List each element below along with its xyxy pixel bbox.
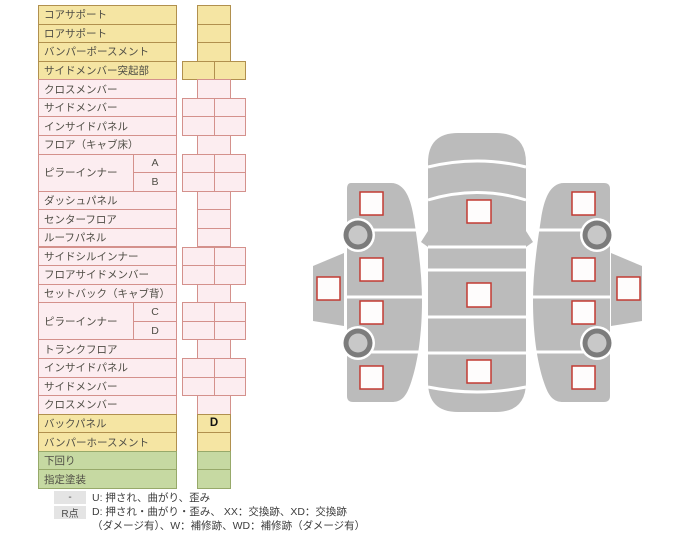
- damage-marker[interactable]: [571, 257, 596, 282]
- damage-marker[interactable]: [571, 191, 596, 216]
- legend-key-rpoint: R点: [54, 506, 86, 520]
- status-cell[interactable]: [182, 302, 215, 322]
- damage-marker[interactable]: [571, 365, 596, 390]
- status-cell[interactable]: [197, 5, 231, 25]
- part-label-cell: トランクフロア: [38, 339, 177, 359]
- top-body: [428, 133, 526, 412]
- wheel-icon: [580, 326, 614, 360]
- part-label-cell: バンパーポースメント: [38, 42, 177, 62]
- part-label-cell: ルーフパネル: [38, 227, 177, 248]
- status-cell[interactable]: [214, 116, 246, 137]
- vehicle-right-side-view: [533, 183, 642, 402]
- part-label-cell: 下回り: [38, 450, 177, 471]
- wheel-icon: [341, 326, 375, 360]
- status-cell[interactable]: [197, 23, 231, 44]
- part-label-cell: サイドメンバー: [38, 97, 177, 118]
- damage-marker[interactable]: [316, 276, 341, 301]
- part-label-cell: センターフロア: [38, 209, 177, 229]
- status-cell[interactable]: [214, 97, 246, 118]
- status-cell[interactable]: [197, 450, 231, 471]
- damage-marker[interactable]: [571, 300, 596, 325]
- damage-marker[interactable]: [359, 257, 384, 282]
- status-cell[interactable]: [182, 357, 215, 378]
- status-cell[interactable]: [197, 227, 231, 248]
- part-label-cell: サイドシルインナー: [38, 246, 177, 267]
- status-cell[interactable]: [214, 376, 246, 397]
- part-label-cell: バンパーホースメント: [38, 432, 177, 452]
- status-cell[interactable]: [197, 339, 231, 359]
- part-label-cell: サイドメンバー: [38, 376, 177, 397]
- vehicle-left-side-view: [313, 183, 422, 402]
- part-label-cell: クロスメンバー: [38, 79, 177, 99]
- status-cell[interactable]: [197, 395, 231, 415]
- part-label-cell: インサイドパネル: [38, 357, 177, 378]
- part-sub-cell: C: [133, 302, 177, 322]
- status-cell[interactable]: [182, 116, 215, 137]
- part-label-cell: ピラーインナー: [38, 153, 134, 192]
- part-label-cell: バックパネル: [38, 413, 177, 434]
- status-cell[interactable]: [182, 265, 215, 285]
- legend-line-d2: （ダメージ有）、W：補修跡、WD：補修跡（ダメージ有）: [92, 520, 366, 532]
- status-cell[interactable]: [197, 190, 231, 211]
- status-cell[interactable]: [182, 320, 215, 341]
- status-cell[interactable]: [197, 283, 231, 304]
- damage-marker[interactable]: [466, 359, 492, 384]
- status-cell[interactable]: [214, 246, 246, 267]
- part-label-cell: コアサポート: [38, 5, 177, 25]
- part-label-cell: フロア（キャブ床）: [38, 135, 177, 155]
- status-cell[interactable]: [182, 97, 215, 118]
- status-cell[interactable]: [182, 172, 215, 192]
- status-cell[interactable]: [182, 376, 215, 397]
- part-label-cell: ダッシュパネル: [38, 190, 177, 211]
- part-label-cell: ロアサポート: [38, 23, 177, 44]
- right-mirror: [526, 231, 533, 247]
- damage-marker[interactable]: [359, 191, 384, 216]
- wheel-icon: [341, 218, 375, 252]
- damage-marker[interactable]: [359, 300, 384, 325]
- status-cell[interactable]: [197, 469, 231, 489]
- status-cell[interactable]: [214, 60, 246, 81]
- damage-marker[interactable]: [616, 276, 641, 301]
- part-sub-cell: B: [133, 172, 177, 192]
- status-cell[interactable]: [197, 79, 231, 99]
- legend-line-u: U: 押され、曲がり、歪み: [92, 492, 211, 504]
- status-cell[interactable]: [214, 320, 246, 341]
- vehicle-diagram: [313, 133, 642, 412]
- status-cell[interactable]: [197, 432, 231, 452]
- status-cell[interactable]: [197, 42, 231, 62]
- status-cell[interactable]: [197, 209, 231, 229]
- part-label-cell: インサイドパネル: [38, 116, 177, 137]
- wheel-icon: [580, 218, 614, 252]
- status-cell[interactable]: [214, 357, 246, 378]
- vehicle-top-view: [421, 133, 533, 412]
- status-cell[interactable]: [182, 246, 215, 267]
- status-cell[interactable]: [214, 172, 246, 192]
- legend-key-minus: -: [54, 491, 86, 504]
- damage-marker[interactable]: [466, 282, 492, 308]
- left-body: [347, 183, 422, 402]
- part-label-cell: クロスメンバー: [38, 395, 177, 415]
- part-sub-cell: D: [133, 320, 177, 341]
- status-cell[interactable]: D: [197, 413, 231, 434]
- part-label-cell: サイドメンバー突起部: [38, 60, 177, 81]
- part-label-cell: ピラーインナー: [38, 302, 134, 341]
- top-panel-seams: [427, 159, 527, 394]
- part-label-cell: セットバック（キャブ背）: [38, 283, 177, 304]
- damage-marker[interactable]: [466, 199, 492, 224]
- status-cell[interactable]: [182, 153, 215, 174]
- legend-line-d: D: 押され・曲がり・歪み、 XX：交換跡、XD：交換跡: [92, 506, 347, 518]
- part-label-cell: フロアサイドメンバー: [38, 265, 177, 285]
- part-sub-cell: A: [133, 153, 177, 174]
- status-cell[interactable]: [197, 135, 231, 155]
- left-mirror: [421, 231, 428, 247]
- damage-marker[interactable]: [359, 365, 384, 390]
- status-cell[interactable]: [214, 302, 246, 322]
- part-label-cell: 指定塗装: [38, 469, 177, 489]
- status-cell[interactable]: [214, 265, 246, 285]
- status-cell[interactable]: [214, 153, 246, 174]
- status-cell[interactable]: [182, 60, 215, 81]
